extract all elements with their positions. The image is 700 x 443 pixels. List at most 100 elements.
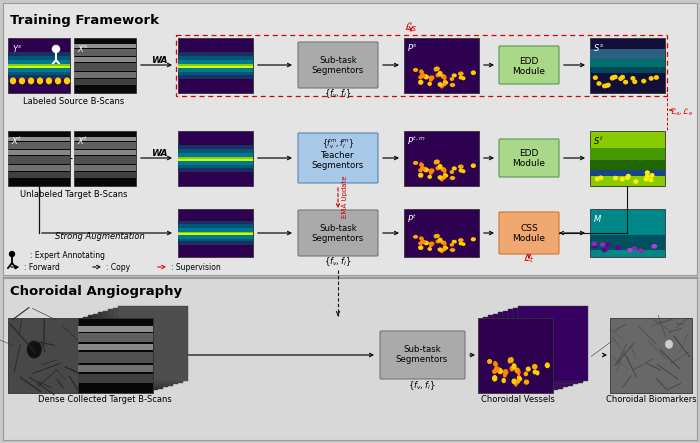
Ellipse shape <box>644 178 648 181</box>
Ellipse shape <box>517 370 520 375</box>
Ellipse shape <box>443 83 446 85</box>
Ellipse shape <box>443 76 446 80</box>
Text: $X^t$: $X^t$ <box>77 135 88 148</box>
Ellipse shape <box>424 167 427 171</box>
Bar <box>483 316 553 392</box>
Ellipse shape <box>443 169 446 172</box>
Ellipse shape <box>524 372 527 376</box>
Text: Strong Augmentation: Strong Augmentation <box>55 232 145 241</box>
Ellipse shape <box>628 249 633 252</box>
Ellipse shape <box>512 364 516 369</box>
Ellipse shape <box>616 246 621 249</box>
Ellipse shape <box>495 367 499 372</box>
Bar <box>590 59 665 66</box>
Bar <box>74 43 136 48</box>
Bar <box>404 209 479 257</box>
Ellipse shape <box>38 78 43 84</box>
Bar <box>178 159 253 161</box>
Ellipse shape <box>498 368 500 373</box>
Text: EDD: EDD <box>519 57 539 66</box>
Ellipse shape <box>613 75 617 79</box>
Ellipse shape <box>514 381 517 386</box>
Ellipse shape <box>650 174 654 177</box>
Ellipse shape <box>420 238 424 240</box>
Ellipse shape <box>650 77 653 80</box>
Ellipse shape <box>64 78 69 84</box>
Ellipse shape <box>414 236 417 238</box>
Ellipse shape <box>606 83 610 87</box>
Text: Module: Module <box>512 159 545 168</box>
FancyBboxPatch shape <box>298 133 378 183</box>
Ellipse shape <box>420 164 424 166</box>
Bar <box>3 3 697 275</box>
Text: WA: WA <box>150 148 167 158</box>
Text: $Y^s$: $Y^s$ <box>12 43 22 54</box>
Bar <box>113 307 183 382</box>
Bar <box>178 56 253 75</box>
Bar <box>8 172 70 178</box>
Ellipse shape <box>420 71 424 73</box>
Ellipse shape <box>440 177 443 181</box>
Bar <box>74 63 136 71</box>
Text: $S^s$: $S^s$ <box>593 42 604 53</box>
Text: Segmentors: Segmentors <box>312 233 364 242</box>
Ellipse shape <box>471 238 475 241</box>
Text: $\{f_v, f_l\}$: $\{f_v, f_l\}$ <box>408 380 435 392</box>
Ellipse shape <box>458 165 463 168</box>
Ellipse shape <box>29 78 34 84</box>
Ellipse shape <box>444 80 447 83</box>
Text: : Copy: : Copy <box>106 263 130 272</box>
Text: $S^t$: $S^t$ <box>593 135 603 148</box>
Ellipse shape <box>626 176 629 179</box>
Text: $\{f_v^m, f_l^m\}$: $\{f_v^m, f_l^m\}$ <box>322 137 354 151</box>
Ellipse shape <box>494 363 497 366</box>
Ellipse shape <box>488 360 491 363</box>
Ellipse shape <box>602 248 607 252</box>
Text: Teacher: Teacher <box>321 151 355 159</box>
Ellipse shape <box>444 82 447 84</box>
Bar <box>8 131 70 186</box>
Ellipse shape <box>436 74 440 77</box>
Text: $P^s$: $P^s$ <box>407 42 418 53</box>
Ellipse shape <box>452 167 456 170</box>
Ellipse shape <box>545 363 550 368</box>
Bar <box>508 309 578 384</box>
Text: $\mathcal{L}_a, \mathcal{L}_e$: $\mathcal{L}_a, \mathcal{L}_e$ <box>670 106 693 118</box>
Text: Choroidal Angiography: Choroidal Angiography <box>10 285 182 298</box>
Ellipse shape <box>424 241 428 245</box>
Ellipse shape <box>515 368 519 373</box>
Ellipse shape <box>599 176 603 179</box>
Text: $P^{t,m}$: $P^{t,m}$ <box>407 135 426 148</box>
Bar <box>74 136 136 141</box>
Bar <box>78 333 153 342</box>
Ellipse shape <box>510 367 514 371</box>
Ellipse shape <box>610 77 614 80</box>
Ellipse shape <box>430 169 434 172</box>
Ellipse shape <box>450 177 454 179</box>
Ellipse shape <box>436 234 439 237</box>
Bar <box>74 165 136 171</box>
Ellipse shape <box>434 235 437 238</box>
Text: $P^t$: $P^t$ <box>407 213 417 225</box>
Ellipse shape <box>444 173 447 176</box>
Bar <box>8 136 70 141</box>
Ellipse shape <box>430 242 434 245</box>
Bar <box>8 52 70 79</box>
Ellipse shape <box>632 247 637 250</box>
Bar <box>178 148 253 168</box>
Ellipse shape <box>459 169 463 172</box>
Ellipse shape <box>438 248 442 251</box>
Ellipse shape <box>458 239 463 241</box>
Bar <box>8 60 70 72</box>
Ellipse shape <box>450 244 454 246</box>
Ellipse shape <box>424 168 428 172</box>
Ellipse shape <box>424 74 427 78</box>
Bar <box>74 142 136 148</box>
Ellipse shape <box>462 170 465 173</box>
Text: $X^s$: $X^s$ <box>77 43 89 54</box>
Ellipse shape <box>436 167 440 170</box>
Bar <box>78 318 153 393</box>
Bar <box>74 131 136 186</box>
Text: Training Framework: Training Framework <box>10 14 159 27</box>
Bar <box>8 150 70 155</box>
